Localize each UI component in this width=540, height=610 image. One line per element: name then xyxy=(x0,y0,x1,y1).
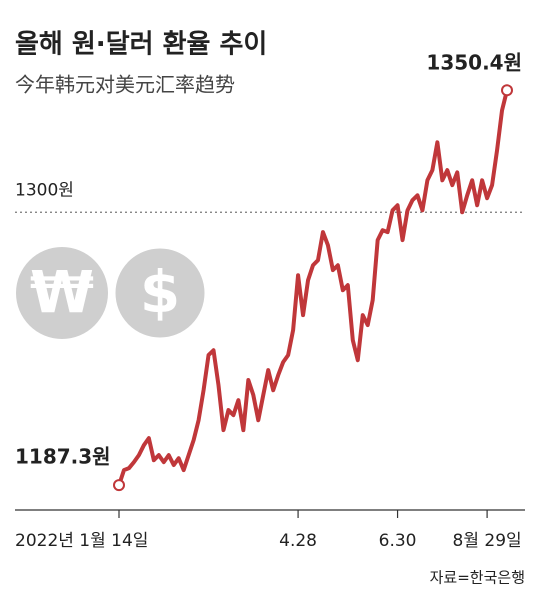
endpoint-marker xyxy=(113,479,125,492)
value-label: 1350.4원 xyxy=(426,51,522,75)
x-tick-label: 6.30 xyxy=(379,531,417,551)
data-line xyxy=(117,89,509,486)
value-label: 1187.3원 xyxy=(15,445,111,469)
x-tick-label: 8월 29일 xyxy=(453,531,522,551)
won-symbol: ₩ xyxy=(30,258,94,326)
won-icon xyxy=(16,247,108,339)
chart-title: 올해 원·달러 환율 추이 xyxy=(15,30,267,60)
dollar-symbol: $ xyxy=(140,258,180,326)
dollar-icon xyxy=(112,245,208,341)
source: 자료=한국은행 xyxy=(430,569,525,587)
x-tick-label: 2022년 1월 14일 xyxy=(15,531,148,551)
reference-label: 1300원 xyxy=(15,180,74,200)
endpoint-marker xyxy=(501,84,513,97)
x-tick-label: 4.28 xyxy=(279,531,317,551)
chart-subtitle: 今年韩元对美元汇率趋势 xyxy=(15,73,235,97)
